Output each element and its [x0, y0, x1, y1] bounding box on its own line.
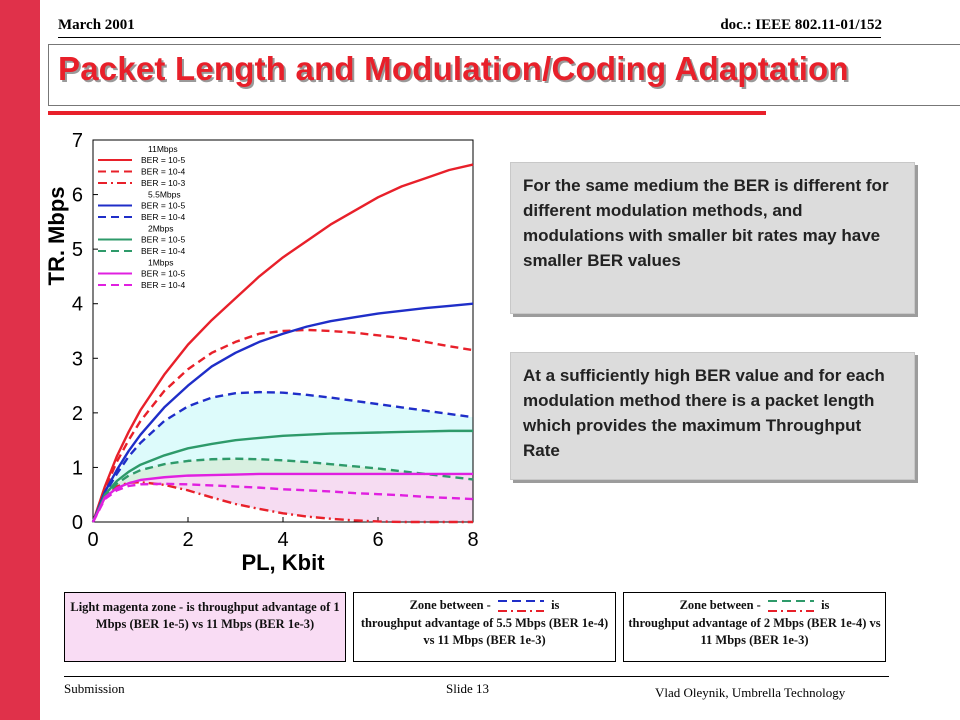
y-tick-label: 2 [72, 403, 83, 425]
series-line-5 [91, 429, 473, 523]
y-tick-label: 3 [72, 348, 83, 370]
y-axis-label: TR. Mbps [44, 187, 69, 286]
caption-zone2-text: throughput advantage of 5.5 Mbps (BER 1e… [360, 616, 609, 648]
zone-magenta-fill [93, 473, 473, 522]
title-frame [48, 44, 960, 106]
legend-group-title: 2Mbps [148, 224, 174, 234]
footer-submission: Submission [64, 681, 125, 696]
y-tick-label: 5 [72, 239, 83, 261]
y-tick-label: 7 [72, 130, 83, 152]
caption-zone-2mbps: Zone between - is throughput advantage o… [623, 592, 886, 662]
legend-entry-label: BER = 10-4 [141, 246, 185, 256]
zone3-swatch-icon [767, 600, 814, 613]
legend-entry-label: BER = 10-5 [141, 269, 185, 279]
header-date: March 2001 [58, 17, 135, 33]
zone2-swatch-icon [497, 600, 544, 613]
caption-magenta-zone: Light magenta zone - is throughput advan… [64, 592, 346, 662]
series-line-0 [91, 163, 474, 523]
legend-entry-label: BER = 10-4 [141, 280, 185, 290]
caption-zone2-suffix: is [551, 598, 560, 612]
legend-entry-label: BER = 10-5 [141, 155, 185, 165]
throughput-chart: 0 2 4 6 8 0 1 2 3 4 5 6 7 PL, Kbit TR. Mbps 11Mbps BER =… [40, 120, 500, 580]
series-line-3 [91, 302, 474, 523]
caption-zone2-prefix: Zone between - [409, 598, 491, 612]
x-tick-label: 8 [467, 529, 478, 551]
x-tick-label: 4 [277, 529, 288, 551]
legend-entry-label: BER = 10-5 [141, 235, 185, 245]
x-axis-label: PL, Kbit [241, 550, 325, 575]
legend-entry-label: BER = 10-3 [141, 178, 185, 188]
y-tick-label: 6 [72, 185, 83, 207]
slide-title: Packet Length and Modulation/Coding Adap… [58, 50, 849, 87]
left-accent-bar [0, 0, 40, 720]
note-ber-modulation: For the same medium the BER is different… [510, 162, 915, 314]
x-tick-label: 6 [372, 529, 383, 551]
caption-zone3-prefix: Zone between - [679, 598, 761, 612]
x-tick-label: 2 [182, 529, 193, 551]
legend-entry-label: BER = 10-5 [141, 201, 185, 211]
footer-slide-number: Slide 13 [446, 681, 489, 696]
legend-entry-label: BER = 10-4 [141, 167, 185, 177]
header-doc-id: doc.: IEEE 802.11-01/152 [720, 17, 882, 33]
footer-author: Vlad Oleynik, Umbrella Technology [655, 685, 846, 700]
y-tick-label: 0 [72, 512, 83, 534]
legend-group-title: 11Mbps [148, 144, 178, 154]
series-line-7 [91, 472, 473, 523]
legend-group-title: 5.5Mbps [148, 190, 181, 200]
x-tick-label: 0 [87, 529, 98, 551]
title-underline [48, 111, 766, 115]
y-tick-label: 1 [72, 457, 83, 479]
series-line-4 [91, 390, 474, 523]
y-tick-label: 4 [72, 294, 83, 316]
note-max-throughput: At a sufficiently high BER value and for… [510, 352, 915, 480]
footer-divider [64, 676, 889, 677]
series-line-8 [91, 482, 474, 523]
caption-zone3-text: throughput advantage of 2 Mbps (BER 1e-4… [628, 616, 881, 648]
legend-group-title: 1Mbps [148, 258, 174, 268]
series-line-1 [91, 328, 474, 523]
caption-zone3-suffix: is [821, 598, 830, 612]
header-divider [58, 37, 881, 38]
legend-entry-label: BER = 10-4 [141, 212, 185, 222]
caption-zone-5-5mbps: Zone between - is throughput advantage o… [353, 592, 616, 662]
